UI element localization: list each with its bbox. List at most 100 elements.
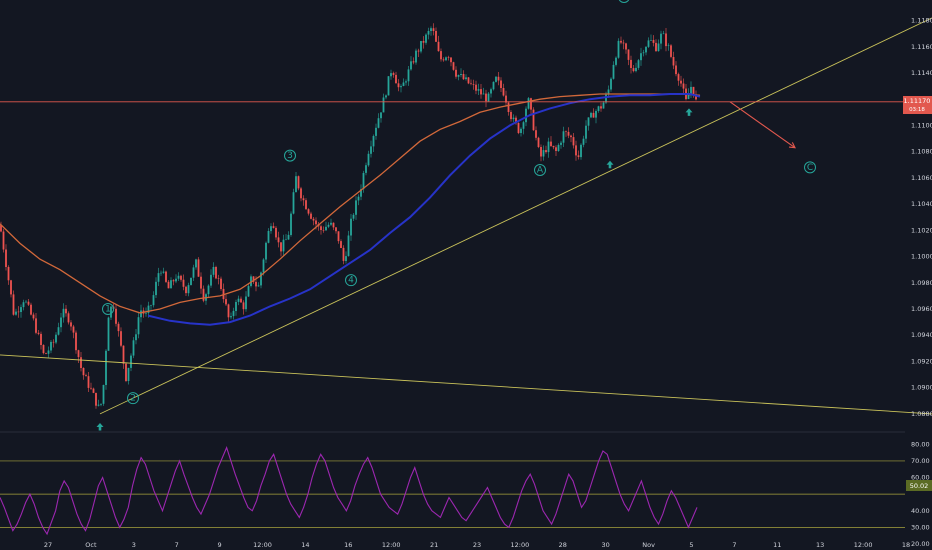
price-tick: 1.09600 <box>911 305 932 313</box>
projection-arrow[interactable] <box>729 101 796 149</box>
candle-body <box>300 188 302 199</box>
candle-body <box>362 173 365 190</box>
candle-body <box>305 200 307 210</box>
wave-label-text: 4 <box>348 276 354 286</box>
candle-body <box>337 231 340 242</box>
candle-body <box>640 53 642 61</box>
candle-body <box>655 42 657 52</box>
candle-body <box>260 272 262 286</box>
time-axis[interactable]: 27 Oct 3 7 9 12:00 14 16 12:00 21 23 12:00 28 30 Nov 5 7… <box>44 541 910 549</box>
candle-body <box>125 363 127 381</box>
time-tick: 28 <box>559 541 567 549</box>
candle-body <box>30 304 32 315</box>
time-tick: 12:00 <box>854 541 873 549</box>
candle-body <box>590 112 592 118</box>
candle-body <box>247 286 250 297</box>
time-tick: 16 <box>344 541 352 549</box>
time-tick: 23 <box>473 541 481 549</box>
candle-body <box>485 93 487 102</box>
candle-body <box>657 43 660 52</box>
candle-body <box>20 307 22 312</box>
candle-body <box>230 316 232 318</box>
candle-body <box>385 95 387 98</box>
candle-body <box>415 50 417 63</box>
candle-body <box>32 314 35 319</box>
candle-body <box>675 65 677 75</box>
candle-body <box>207 285 210 295</box>
candle-body <box>620 40 622 43</box>
up-arrow-icon <box>606 160 614 169</box>
candle-body <box>227 304 230 318</box>
time-tick: 13 <box>816 541 824 549</box>
candle-body <box>185 286 187 294</box>
candle-body <box>435 31 437 42</box>
candle-body <box>235 302 237 311</box>
candle-body <box>462 74 465 80</box>
candle-body <box>15 311 17 315</box>
rsi-axis[interactable]: 80.00 70.00 60.00 40.00 30.00 20.00 <box>911 440 930 548</box>
candle-body <box>472 84 475 85</box>
candle-body <box>525 108 527 123</box>
candle-body <box>245 296 247 310</box>
candle-body <box>5 249 7 267</box>
candle-body <box>682 83 685 89</box>
rsi-tick: 80.00 <box>911 440 930 448</box>
wave-label-circle <box>804 161 816 174</box>
candle-body <box>625 43 627 50</box>
candle-body <box>630 59 632 68</box>
candle-body <box>355 200 357 215</box>
candle-body <box>155 281 157 296</box>
rsi-tick: 20.00 <box>911 540 930 548</box>
elliott-wave-labels: 12345ABC <box>102 0 816 405</box>
candle-body <box>540 147 542 157</box>
rsi-pane[interactable]: 80.00 70.00 60.00 40.00 30.00 20.00 50.02 <box>0 440 932 548</box>
candle-body <box>507 102 510 112</box>
trendline-lower[interactable] <box>0 354 932 415</box>
candle-body <box>320 226 322 230</box>
up-arrow-icon <box>96 423 104 431</box>
candle-body <box>325 226 327 231</box>
candle-body <box>632 68 635 72</box>
price-tick: 1.09800 <box>911 279 932 287</box>
candle-body <box>442 59 445 61</box>
wave-label-text: 3 <box>287 151 293 161</box>
candle-body <box>580 144 582 158</box>
last-price-value: 1.11170 <box>904 97 931 105</box>
candle-body <box>487 93 490 102</box>
price-axis[interactable]: 1.118001.116001.114001.112001.110001.108… <box>911 17 932 418</box>
time-tick: 11 <box>773 541 781 549</box>
candle-body <box>190 277 192 286</box>
price-tick: 1.10200 <box>911 226 932 234</box>
candle-body <box>122 345 125 364</box>
candle-body <box>192 267 195 278</box>
candle-body <box>267 231 270 243</box>
candle-body <box>242 302 245 310</box>
price-pane[interactable]: 12345ABC 1.118001.116001.114001.112001.1… <box>0 0 932 431</box>
candle-body <box>107 317 110 351</box>
candle-body <box>50 341 52 351</box>
candle-body <box>575 145 577 156</box>
candle-body <box>672 57 675 66</box>
candle-body <box>165 271 167 282</box>
candle-body <box>332 222 335 228</box>
candle-body <box>17 311 20 313</box>
trendline-support[interactable] <box>99 17 932 415</box>
candle-body <box>197 259 200 277</box>
candle-body <box>617 40 620 58</box>
candle-body <box>690 86 692 95</box>
wave-label-circle <box>618 0 630 3</box>
wave-label-text: 1 <box>105 305 111 315</box>
candle-body <box>170 280 172 289</box>
candle-body <box>372 136 375 147</box>
candle-body <box>57 327 60 335</box>
candle-body <box>312 218 315 221</box>
candle-body <box>262 259 265 273</box>
candle-body <box>352 214 355 219</box>
candle-body <box>695 94 697 100</box>
candle-body <box>327 224 330 227</box>
candle-body <box>410 61 412 70</box>
candle-body <box>130 355 132 368</box>
price-tick: 1.11800 <box>911 17 932 25</box>
candle-body <box>492 81 495 90</box>
